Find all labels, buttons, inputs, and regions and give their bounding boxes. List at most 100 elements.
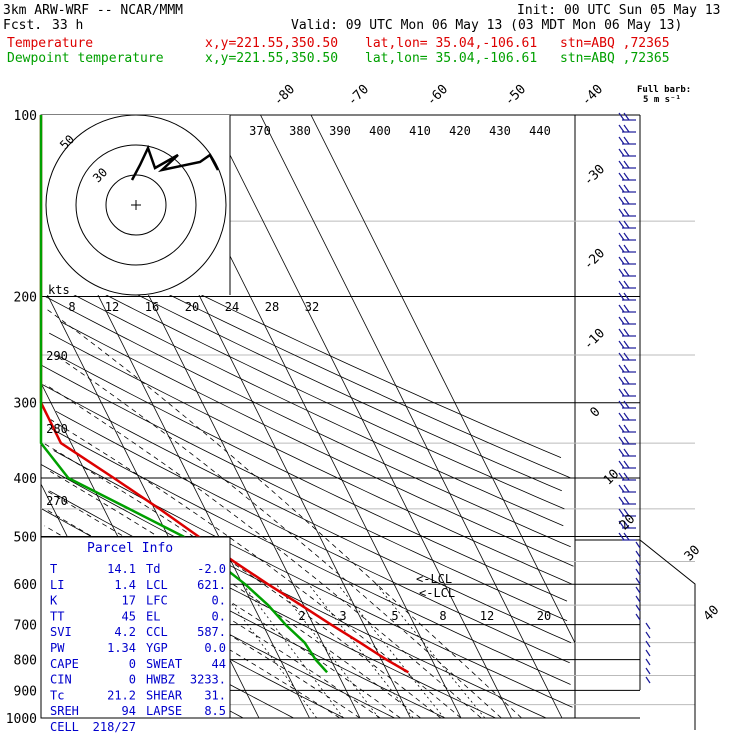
moist-adiabat-line bbox=[50, 419, 462, 719]
isotherm-label: -20 bbox=[581, 246, 608, 273]
barb-legend-line1: Full barb: bbox=[637, 85, 692, 95]
temperature-latlon: lat,lon= 35.04,-106.61 bbox=[365, 36, 538, 51]
wind-barb bbox=[623, 376, 630, 385]
mixing-ratio-label: 16 bbox=[145, 300, 159, 314]
isotherm-line bbox=[260, 114, 563, 719]
valid-time: Valid: 09 UTC Mon 06 May 13 (03 MDT Mon … bbox=[291, 18, 683, 33]
wind-barb bbox=[623, 364, 630, 373]
wind-barb bbox=[618, 412, 625, 421]
parcel-param-value: 21.2 bbox=[107, 688, 136, 702]
parcel-param-name: Td bbox=[146, 562, 160, 576]
wind-barb bbox=[623, 136, 630, 145]
mixing-ratio-label: 12 bbox=[105, 300, 119, 314]
wind-barb bbox=[618, 472, 625, 481]
forecast-hours: 33 h bbox=[52, 18, 84, 33]
wind-barb bbox=[623, 280, 630, 289]
wind-barb bbox=[623, 508, 630, 517]
parcel-param-name: PW bbox=[50, 641, 65, 655]
wind-barb bbox=[623, 352, 630, 361]
isotherm-label: -10 bbox=[581, 326, 608, 353]
wind-barb bbox=[618, 220, 625, 229]
wind-barb bbox=[618, 160, 625, 169]
moist-adiabat-line bbox=[43, 442, 442, 719]
parcel-param-value: 17 bbox=[122, 594, 136, 608]
parcel-param-value: 45 bbox=[122, 609, 136, 623]
parcel-param-value: 31. bbox=[204, 688, 226, 702]
parcel-param-name: LFC bbox=[146, 594, 168, 608]
wind-barb bbox=[623, 496, 630, 505]
pressure-tick-label: 100 bbox=[14, 109, 37, 124]
dry-adiabat-line bbox=[55, 410, 570, 664]
wind-barb bbox=[618, 520, 625, 529]
pressure-tick-label: 900 bbox=[14, 684, 37, 699]
wind-barb bbox=[645, 667, 651, 675]
wind-barb bbox=[645, 676, 651, 684]
parcel-param-value: 0 bbox=[129, 673, 136, 687]
parcel-param-name: HWBZ bbox=[146, 673, 175, 687]
pressure-tick-label: 200 bbox=[14, 291, 37, 306]
hodograph-ring bbox=[45, 114, 227, 296]
wind-barb bbox=[645, 631, 651, 639]
mixing-ratio-label: 5 bbox=[391, 609, 398, 623]
parcel-param-value: 0.0 bbox=[204, 641, 226, 655]
wind-barb bbox=[635, 595, 641, 603]
wind-barb bbox=[618, 280, 625, 289]
wind-barb bbox=[623, 328, 630, 337]
wind-barb bbox=[623, 220, 630, 229]
wind-barb bbox=[623, 292, 630, 301]
wind-barb bbox=[618, 268, 625, 277]
wind-barb bbox=[623, 340, 630, 349]
forecast-label: Fcst. bbox=[3, 18, 43, 33]
wind-barb bbox=[623, 124, 630, 133]
lcl-label: <-LCL bbox=[416, 572, 452, 586]
mixing-ratio-line bbox=[337, 583, 445, 719]
parcel-param-name: SREH bbox=[50, 704, 79, 718]
mixing-ratio-label: 20 bbox=[537, 609, 551, 623]
wind-barbs bbox=[575, 112, 696, 730]
wind-barb bbox=[623, 520, 630, 529]
mixing-ratio-line bbox=[242, 583, 344, 719]
wind-barb bbox=[635, 613, 641, 621]
wind-barb bbox=[618, 340, 625, 349]
dry-adiabat-line bbox=[41, 464, 547, 719]
parcel-param-value: -2.0 bbox=[197, 562, 226, 576]
wind-barb bbox=[618, 172, 625, 181]
hodograph-ring bbox=[75, 144, 197, 266]
wind-barb bbox=[623, 436, 630, 445]
parcel-param-name: SWEAT bbox=[146, 657, 182, 671]
wind-barb bbox=[635, 541, 641, 549]
wind-barb-panel-edge bbox=[575, 539, 696, 730]
isotherm-label: 20 bbox=[617, 512, 639, 534]
dewpoint-xy: x,y=221.55,350.50 bbox=[205, 51, 339, 66]
mixing-ratio-label: 2 bbox=[298, 609, 305, 623]
parcel-param-value: 94 bbox=[122, 704, 136, 718]
pressure-tick-label: 500 bbox=[14, 530, 37, 545]
wind-barb bbox=[618, 292, 625, 301]
dewpoint-profile-line bbox=[39, 115, 329, 674]
wind-barb bbox=[618, 364, 625, 373]
wind-barb bbox=[623, 256, 630, 265]
parcel-param-value: 1.4 bbox=[114, 578, 136, 592]
parcel-param-name: TT bbox=[50, 609, 64, 623]
parcel-param-value: 0. bbox=[212, 609, 226, 623]
moist-adiabat-line bbox=[46, 490, 401, 719]
wind-barb bbox=[623, 412, 630, 421]
mixing-ratio-label: 12 bbox=[480, 609, 494, 623]
isotherm-label: -40 bbox=[579, 82, 606, 109]
hodograph-trace bbox=[130, 144, 220, 181]
pressure-tick-label: 300 bbox=[14, 397, 37, 412]
wind-barb bbox=[623, 304, 630, 313]
lcl-label: <-LCL bbox=[419, 586, 455, 600]
wind-barb bbox=[618, 208, 625, 217]
theta-label-top: 410 bbox=[409, 124, 431, 138]
wind-barb bbox=[618, 496, 625, 505]
parcel-param-name: CELL bbox=[50, 720, 79, 734]
isotherm-label: -50 bbox=[502, 82, 529, 109]
wind-barb bbox=[623, 472, 630, 481]
parcel-param-value: 4.2 bbox=[114, 625, 136, 639]
moist-adiabat-line bbox=[49, 471, 421, 719]
wind-barb bbox=[618, 400, 625, 409]
temperature-xy: x,y=221.55,350.50 bbox=[205, 36, 339, 51]
temperature-station: stn=ABQ ,72365 bbox=[560, 36, 670, 51]
